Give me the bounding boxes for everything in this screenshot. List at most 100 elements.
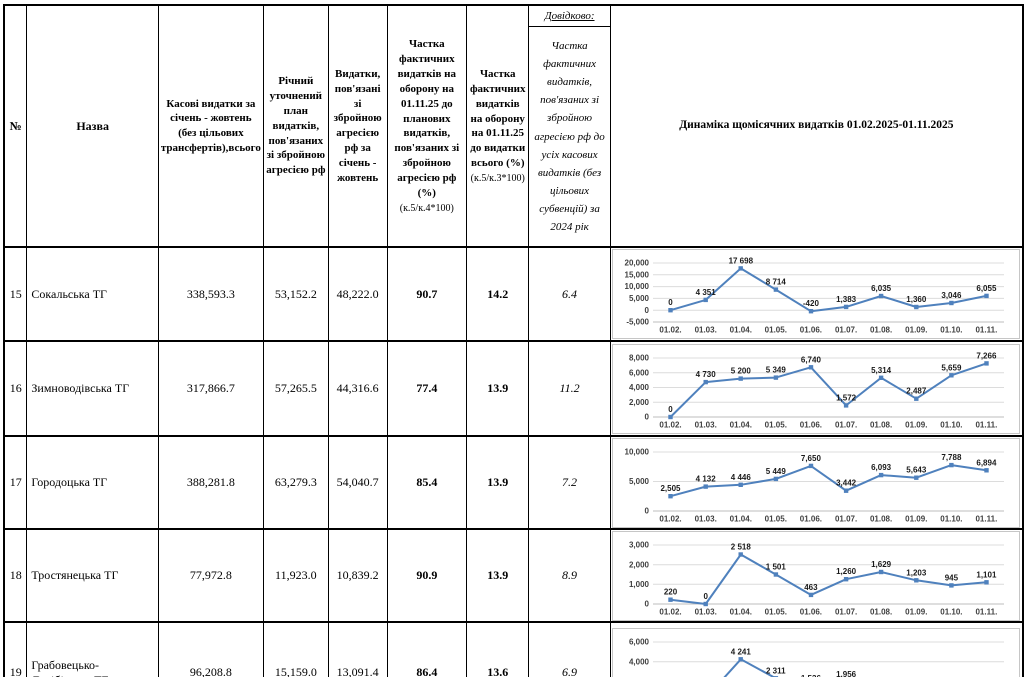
community-name: Городоцька ТГ [26,435,159,531]
svg-text:01.11.: 01.11. [976,420,998,429]
svg-text:01.11.: 01.11. [976,326,998,335]
svg-text:01.09.: 01.09. [906,326,928,335]
svg-text:01.05.: 01.05. [765,326,787,335]
reference-share-value: 7.2 [528,435,611,531]
col-header-chart: Динаміка щомісячних видатків 01.02.2025-… [609,3,1024,249]
svg-text:3,000: 3,000 [629,540,650,549]
annual-plan-value: 15,159.0 [262,621,329,677]
svg-text:01.03.: 01.03. [695,514,717,523]
svg-text:5,643: 5,643 [907,466,928,475]
svg-text:0: 0 [669,405,674,414]
svg-text:1,101: 1,101 [977,570,998,579]
svg-text:7,650: 7,650 [801,454,822,463]
svg-text:4 730: 4 730 [696,370,717,379]
svg-text:01.07.: 01.07. [835,514,857,523]
monthly-dynamics-chart-cell: 20,000 15,000 10,000 5,000 0 -5,000 01.02. 01.0… [609,246,1024,343]
svg-text:0: 0 [645,306,650,315]
svg-text:0: 0 [645,506,650,515]
svg-text:01.08.: 01.08. [870,514,892,523]
row-number: 15 [3,246,28,343]
svg-text:2 311: 2 311 [766,666,786,675]
community-name: Сокальська ТГ [26,246,159,343]
svg-text:01.04.: 01.04. [730,607,752,616]
svg-text:10,000: 10,000 [625,283,650,292]
cash-expenditures-value: 96,208.8 [157,621,264,677]
pct-of-plan-value: 90.7 [386,246,468,343]
svg-text:6,740: 6,740 [801,355,822,364]
row-number: 19 [3,621,28,677]
svg-text:3,046: 3,046 [942,291,963,300]
svg-text:945: 945 [945,573,959,582]
svg-text:6,894: 6,894 [977,458,998,467]
svg-text:6,000: 6,000 [629,637,650,646]
svg-text:0: 0 [645,599,650,608]
svg-text:4 241: 4 241 [731,647,752,656]
svg-text:01.10.: 01.10. [941,514,963,523]
pct-of-plan-value: 85.4 [386,435,468,531]
svg-text:01.04.: 01.04. [730,514,752,523]
pct-of-total-value: 13.9 [466,435,530,531]
svg-text:01.08.: 01.08. [870,326,892,335]
reference-share-value: 6.4 [528,246,611,343]
svg-text:5,659: 5,659 [942,363,963,372]
col-header-reference: Довідково: Частка фактичних видатків, по… [528,3,611,249]
svg-text:1,536: 1,536 [801,674,822,677]
svg-text:1,260: 1,260 [836,567,857,576]
header-row: № Назва Касові видатки за січень - жовте… [3,3,1024,249]
pct-of-plan-value: 86.4 [386,621,468,677]
svg-text:5,000: 5,000 [629,477,650,486]
svg-text:01.05.: 01.05. [765,607,787,616]
svg-text:6,093: 6,093 [871,463,892,472]
war-expenditures-value: 44,316.6 [327,340,388,438]
line-chart-svg: 10,000 5,000 0 01.02. 01.03. 01.04. 01.05. 01.0… [625,447,1005,523]
svg-text:5 449: 5 449 [766,467,787,476]
svg-text:6,035: 6,035 [871,284,892,293]
svg-text:220: 220 [664,588,678,597]
pct-of-plan-value: 90.9 [386,528,468,624]
monthly-dynamics-chart: 20,000 15,000 10,000 5,000 0 -5,000 01.02. 01.0… [612,249,1021,340]
svg-text:01.03.: 01.03. [695,607,717,616]
svg-text:01.08.: 01.08. [870,607,892,616]
table-row: 17 Городоцька ТГ 388,281.8 63,279.3 54,0… [3,435,1024,531]
svg-text:2,505: 2,505 [661,484,682,493]
pct-of-total-value: 13.9 [466,528,530,624]
svg-text:5,314: 5,314 [871,366,892,375]
reference-label: Довідково: [529,7,610,27]
table-row: 16 Зимноводівська ТГ 317,866.7 57,265.5 … [3,340,1024,438]
monthly-dynamics-chart-cell: 3,000 2,000 1,000 0 01.02. 01.03. 01.04. 01.05.… [609,528,1024,624]
svg-text:-420: -420 [803,300,820,309]
svg-text:01.04.: 01.04. [730,420,752,429]
svg-text:3,442: 3,442 [836,479,857,488]
svg-text:01.09.: 01.09. [906,607,928,616]
svg-text:01.02.: 01.02. [660,514,682,523]
community-name: Зимноводівська ТГ [26,340,159,438]
svg-text:01.11.: 01.11. [976,607,998,616]
svg-text:4 351: 4 351 [696,288,717,297]
svg-text:01.03.: 01.03. [695,326,717,335]
svg-text:1,203: 1,203 [907,568,928,577]
reference-title: Частка фактичних видатків, пов'язаних зі… [534,39,605,234]
monthly-dynamics-chart-cell: 6,0004,0002,000001.02.01.03.01.04.01.05.… [609,621,1024,677]
svg-text:20,000: 20,000 [625,259,650,268]
svg-text:8 714: 8 714 [766,278,787,287]
svg-text:1,629: 1,629 [871,560,892,569]
war-expenditures-value: 13,091.4 [327,621,388,677]
pct-of-total-title: Частка фактичних видатків на оборону на … [469,67,526,170]
svg-text:2,000: 2,000 [629,398,650,407]
cash-expenditures-value: 77,972.8 [157,528,264,624]
col-header-cash-expenditures: Касові видатки за січень - жовтень (без … [157,3,264,249]
monthly-dynamics-chart: 8,000 6,000 4,000 2,000 0 01.02. 01.03. 01.04. 0… [612,343,1021,434]
svg-text:4 446: 4 446 [731,473,752,482]
annual-plan-value: 63,279.3 [262,435,329,531]
cash-expenditures-value: 317,866.7 [157,340,264,438]
war-expenditures-value: 54,040.7 [327,435,388,531]
pct-of-plan-value: 77.4 [386,340,468,438]
svg-text:463: 463 [805,583,819,592]
svg-text:01.07.: 01.07. [835,420,857,429]
svg-text:7,266: 7,266 [977,351,998,360]
svg-text:01.05.: 01.05. [765,420,787,429]
svg-text:01.09.: 01.09. [906,514,928,523]
svg-text:15,000: 15,000 [625,271,650,280]
cash-expenditures-value: 388,281.8 [157,435,264,531]
svg-text:17 698: 17 698 [729,257,754,266]
